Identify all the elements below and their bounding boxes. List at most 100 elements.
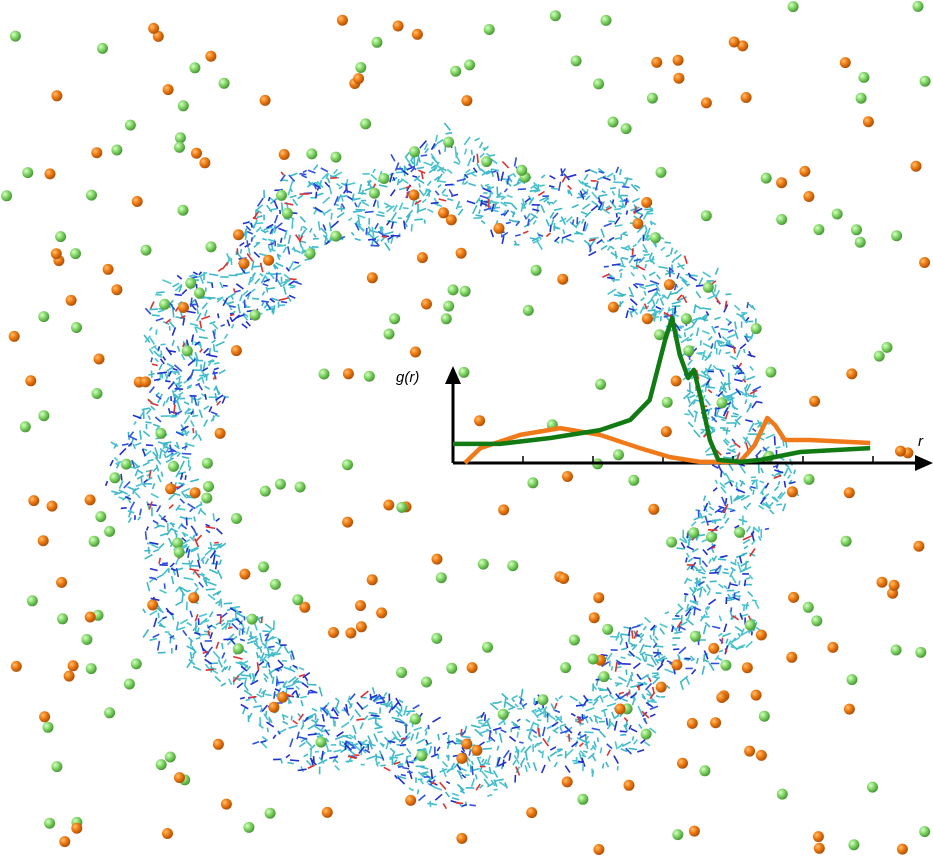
ion: [258, 561, 269, 573]
ion: [355, 600, 366, 612]
ion: [178, 302, 189, 313]
ion: [431, 632, 443, 644]
ion: [155, 427, 167, 439]
ion: [294, 481, 306, 493]
ion: [65, 294, 77, 306]
ion: [646, 92, 658, 104]
ion: [38, 311, 50, 323]
ion: [274, 478, 286, 490]
ion: [165, 483, 177, 495]
ion: [51, 761, 63, 773]
ion: [456, 832, 468, 844]
ion: [607, 301, 619, 313]
ion: [376, 607, 388, 619]
ion: [203, 481, 214, 492]
ion: [37, 535, 49, 547]
ion: [851, 224, 862, 236]
ion: [147, 599, 159, 611]
ion: [292, 594, 304, 606]
ion: [919, 257, 931, 268]
ion: [421, 298, 432, 310]
ion: [744, 745, 756, 757]
ion: [44, 817, 56, 829]
ion: [71, 822, 83, 834]
x-label: r: [918, 433, 924, 450]
ion: [593, 592, 605, 604]
ion: [8, 330, 20, 342]
ion: [813, 224, 825, 236]
ion: [557, 273, 569, 285]
ion: [330, 151, 342, 163]
ion: [915, 646, 927, 658]
ion: [786, 651, 798, 663]
ion: [623, 779, 635, 791]
ion: [813, 842, 825, 854]
ion: [97, 42, 108, 54]
ion: [776, 214, 788, 225]
ion: [276, 189, 287, 201]
ion: [218, 77, 230, 89]
ion: [173, 546, 185, 558]
ion: [459, 285, 471, 297]
ion: [593, 844, 605, 855]
ion: [371, 36, 383, 48]
ion: [59, 836, 71, 848]
ion: [455, 247, 467, 259]
ion: [185, 277, 197, 289]
ion: [549, 10, 561, 22]
ion: [28, 495, 40, 507]
ion: [353, 73, 365, 85]
ion: [561, 776, 573, 788]
ion: [355, 621, 367, 633]
ion: [673, 72, 685, 84]
ion: [720, 659, 732, 671]
ion: [443, 136, 455, 148]
ion: [268, 701, 280, 713]
ion: [443, 300, 455, 312]
residues: [150, 161, 760, 779]
ion: [471, 744, 483, 756]
ion: [111, 284, 123, 296]
ion: [787, 1, 799, 13]
ion: [440, 313, 452, 325]
ion: [19, 421, 31, 433]
ion: [201, 492, 213, 504]
ion: [355, 62, 367, 73]
ion: [758, 710, 770, 722]
ion: [649, 232, 661, 244]
ion: [342, 459, 353, 471]
ion: [304, 248, 316, 260]
x-arrow: [915, 455, 933, 471]
ion: [70, 248, 81, 260]
ion: [243, 821, 255, 833]
ion: [181, 345, 193, 357]
y-arrow: [445, 366, 461, 384]
ion: [750, 323, 762, 335]
ion: [164, 751, 176, 763]
ion: [482, 641, 493, 653]
ion: [803, 191, 815, 202]
ion: [177, 100, 189, 112]
ion: [890, 644, 902, 656]
ion: [803, 473, 815, 485]
ion: [189, 487, 201, 499]
ion: [811, 615, 823, 627]
ion: [558, 573, 570, 584]
ion: [85, 663, 97, 675]
ion: [839, 57, 851, 69]
ion: [214, 427, 226, 439]
ion: [530, 264, 542, 276]
ion: [39, 711, 51, 723]
ion: [239, 568, 251, 580]
ion: [162, 828, 173, 839]
ion: [71, 322, 82, 333]
ion: [671, 659, 683, 671]
ion: [560, 662, 572, 674]
ion: [330, 230, 342, 242]
ion: [263, 254, 275, 266]
ion: [654, 329, 666, 341]
ion: [431, 553, 443, 565]
ion: [230, 345, 242, 357]
ion: [50, 248, 62, 260]
